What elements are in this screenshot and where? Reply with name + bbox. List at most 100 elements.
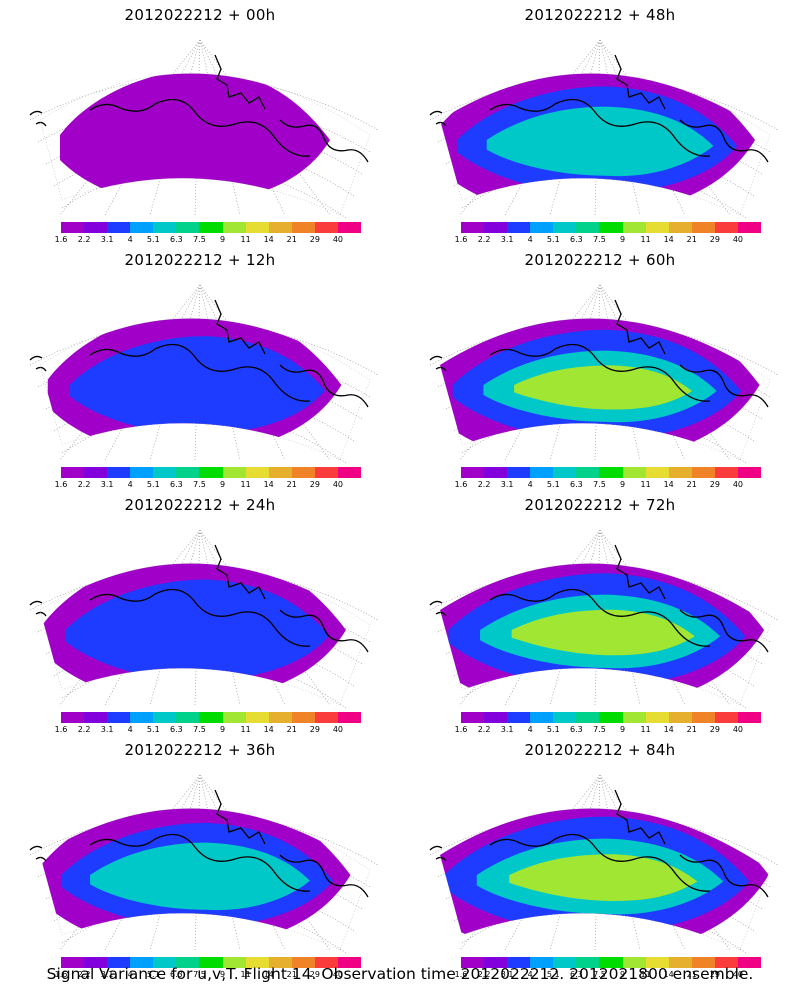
colorbar-tick-label: 6.3 <box>570 480 583 489</box>
coastlines <box>429 789 769 898</box>
colorbar-segment <box>268 712 292 723</box>
colorbar-segment <box>645 712 669 723</box>
colorbar-tick-label: 29 <box>309 725 320 734</box>
colorbar-tick-label: 2.2 <box>77 725 91 734</box>
colorbar-tick-label: 40 <box>732 725 744 734</box>
variance-field <box>440 808 769 950</box>
colorbar-segment <box>61 222 85 233</box>
colorbar-segment <box>576 467 600 478</box>
colorbar-segment <box>622 957 646 968</box>
colorbar-tick-label: 11 <box>240 235 251 244</box>
colorbar-segment <box>291 222 315 233</box>
colorbar-tick-label: 1.6 <box>54 480 68 489</box>
colorbar-labels: 1.6 2.2 3.1 4 5.1 6.3 7.5 9 11 14 21 29 40 <box>455 480 761 490</box>
figure-caption: Signal Variance for u,v,T. Flight 14. Ob… <box>46 965 754 983</box>
colorbar-tick-label: 14 <box>263 480 274 489</box>
colorbar-segment <box>484 957 508 968</box>
colorbar-tick-label: 4 <box>527 480 533 489</box>
colorbar <box>61 957 362 968</box>
colorbar-tick-label: 9 <box>219 235 226 244</box>
map-plot <box>429 284 779 464</box>
colorbar-tick-label: 2.2 <box>477 235 491 244</box>
colorbar-segment <box>599 957 623 968</box>
colorbar-segment <box>222 957 246 968</box>
colorbar-segment <box>222 712 246 723</box>
colorbar-tick-label: 7.5 <box>193 480 206 489</box>
map-plot <box>429 529 779 709</box>
colorbar-segment <box>737 467 762 478</box>
colorbar-segment <box>107 957 131 968</box>
colorbar-segment <box>61 957 85 968</box>
colorbar-segment <box>130 222 154 233</box>
colorbar-tick-label: 40 <box>332 480 344 489</box>
colorbar-tick-label: 21 <box>686 480 697 489</box>
colorbar-tick-label: 7.5 <box>193 725 206 734</box>
colorbar-tick-label: 40 <box>332 725 344 734</box>
colorbar-tick-label: 5.1 <box>146 725 160 734</box>
colorbar-tick-label: 1.6 <box>454 480 468 489</box>
coastlines <box>429 544 769 653</box>
colorbar-tick-label: 1.6 <box>454 970 468 979</box>
colorbar-segment <box>268 222 292 233</box>
colorbar-tick-label: 2.2 <box>477 480 491 489</box>
colorbar-tick-label: 40 <box>732 235 744 244</box>
colorbar-segment <box>599 712 623 723</box>
colorbar-tick-label: 11 <box>640 725 651 734</box>
colorbar-tick-label: 21 <box>286 480 297 489</box>
colorbar <box>461 712 762 723</box>
colorbar-tick-label: 2.2 <box>77 970 91 979</box>
colorbar-segment <box>507 957 531 968</box>
colorbar-segment <box>737 712 762 723</box>
colorbar-segment <box>714 712 738 723</box>
colorbar-tick-label: 9 <box>619 725 626 734</box>
colorbar-tick-label: 7.5 <box>593 480 606 489</box>
colorbar-tick-label: 29 <box>309 235 320 244</box>
colorbar-segment <box>314 712 338 723</box>
colorbar-segment <box>691 467 715 478</box>
colorbar-segment <box>245 957 269 968</box>
coastlines <box>29 299 369 408</box>
colorbar-segment <box>530 712 554 723</box>
colorbar-segment <box>737 957 762 968</box>
colorbar-tick-label: 5.1 <box>546 725 560 734</box>
coastlines <box>29 54 369 163</box>
colorbar-segment <box>153 712 177 723</box>
colorbar-segment <box>461 957 485 968</box>
colorbar-tick-label: 5.1 <box>546 970 560 979</box>
colorbar-tick-label: 11 <box>240 480 251 489</box>
colorbar-tick-label: 7.5 <box>593 725 606 734</box>
colorbar-tick-label: 29 <box>709 970 720 979</box>
colorbar-segment <box>553 957 577 968</box>
panel-title: 2012022212 + 84h <box>524 741 676 759</box>
panel-title: 2012022212 + 24h <box>124 496 276 514</box>
map-plot <box>29 284 379 464</box>
colorbar-segment <box>645 957 669 968</box>
colorbar-segment <box>576 712 600 723</box>
colorbar-segment <box>668 222 692 233</box>
colorbar-segment <box>291 957 315 968</box>
colorbar-segment <box>484 222 508 233</box>
variance-field <box>60 73 330 206</box>
colorbar-tick-label: 7.5 <box>593 970 606 979</box>
colorbar-tick-label: 40 <box>332 235 344 244</box>
map-plot <box>29 774 379 954</box>
colorbar-segment <box>645 467 669 478</box>
map-panel: 2012022212 + 84h 1.6 2.2 3.1 4 5.1 6.3 7.5 9 11 14… <box>400 735 800 980</box>
colorbar-segment <box>84 467 108 478</box>
colorbar-tick-label: 5.1 <box>146 480 160 489</box>
colorbar-labels: 1.6 2.2 3.1 4 5.1 6.3 7.5 9 11 14 21 29 40 <box>455 235 761 245</box>
colorbar-tick-label: 29 <box>309 970 320 979</box>
coastlines <box>429 54 769 163</box>
colorbar-labels: 1.6 2.2 3.1 4 5.1 6.3 7.5 9 11 14 21 29 40 <box>455 725 761 735</box>
colorbar-segment <box>714 222 738 233</box>
colorbar-tick-label: 6.3 <box>170 970 183 979</box>
colorbar-segment <box>130 467 154 478</box>
colorbar-segment <box>245 222 269 233</box>
colorbar-tick-label: 21 <box>286 970 297 979</box>
colorbar-segment <box>84 222 108 233</box>
colorbar-tick-label: 29 <box>709 235 720 244</box>
colorbar-tick-label: 11 <box>640 480 651 489</box>
colorbar-segment <box>61 467 85 478</box>
colorbar-tick-label: 14 <box>663 970 674 979</box>
colorbar-tick-label: 7.5 <box>193 235 206 244</box>
